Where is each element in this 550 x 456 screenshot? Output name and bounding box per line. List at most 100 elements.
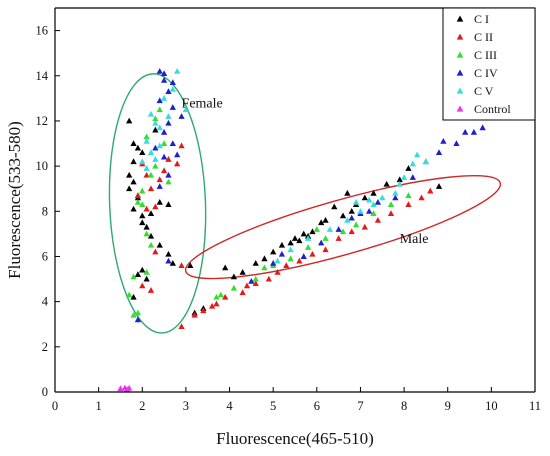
data-point [287, 239, 294, 246]
data-point [160, 128, 168, 135]
data-point [374, 217, 382, 223]
legend-label: C III [474, 48, 497, 62]
data-point [383, 180, 390, 187]
data-point [348, 228, 355, 235]
data-point [405, 165, 412, 171]
data-point [414, 151, 421, 158]
data-point [322, 217, 329, 223]
data-point [440, 137, 447, 144]
ellipses-layer [108, 73, 502, 334]
data-point [453, 140, 460, 147]
data-point [147, 149, 155, 156]
data-point [274, 268, 281, 275]
data-point [126, 185, 133, 192]
data-point [239, 268, 246, 275]
legend-marker [456, 87, 464, 94]
data-point [117, 385, 124, 392]
data-point [322, 235, 329, 241]
data-point [130, 293, 137, 300]
data-point [252, 259, 259, 266]
y-tick-label: 6 [42, 249, 48, 263]
data-point [160, 167, 168, 174]
legend-box [442, 7, 536, 121]
data-point [339, 228, 347, 235]
data-point [147, 210, 155, 217]
data-point [134, 192, 142, 198]
data-point [409, 174, 416, 180]
data-point [309, 250, 316, 257]
ellipse-label-male: Male [400, 232, 429, 247]
group-ellipse-male [184, 174, 502, 280]
data-point [287, 255, 294, 262]
data-point [156, 106, 163, 113]
data-point [182, 106, 190, 113]
data-point [143, 133, 150, 140]
data-point [134, 309, 142, 316]
data-point [387, 201, 395, 207]
y-tick-label: 8 [42, 204, 48, 218]
data-point [331, 203, 338, 210]
data-point [479, 124, 486, 131]
data-point [156, 176, 163, 183]
data-point [156, 198, 163, 205]
data-point [147, 232, 155, 239]
data-point [270, 248, 277, 255]
data-point [143, 275, 150, 282]
data-point [130, 311, 137, 318]
data-point [213, 293, 220, 300]
data-point [392, 189, 399, 196]
data-point [409, 160, 416, 167]
data-point [287, 246, 294, 253]
data-point [139, 219, 146, 226]
data-point [147, 185, 155, 192]
y-tick-label: 0 [42, 385, 48, 399]
legend-marker [456, 51, 464, 58]
data-point [291, 235, 299, 241]
data-point [152, 248, 159, 255]
data-point [261, 264, 268, 271]
data-point [392, 194, 399, 201]
data-point [152, 119, 159, 126]
data-point [187, 262, 194, 268]
y-tick-label: 16 [36, 24, 49, 38]
data-point [139, 149, 146, 156]
data-point [370, 189, 377, 196]
data-point [152, 115, 159, 122]
data-point [139, 201, 146, 207]
data-point [357, 207, 364, 214]
data-point [335, 226, 342, 232]
legend-marker [456, 33, 464, 40]
data-point [470, 128, 478, 135]
data-point [344, 189, 351, 196]
data-point [130, 178, 137, 185]
data-point [134, 198, 142, 205]
data-point [152, 156, 159, 162]
data-point [361, 223, 368, 230]
data-point [134, 271, 142, 278]
data-point [134, 144, 142, 151]
x-tick-label: 3 [183, 399, 189, 413]
points-layer [117, 67, 486, 392]
data-point [143, 171, 150, 178]
legend-label: C I [474, 12, 489, 26]
data-point [178, 262, 185, 268]
data-point [178, 142, 185, 149]
data-point [230, 284, 238, 291]
y-axis-title: Fluorescence(533-580) [5, 121, 24, 279]
x-tick-label: 4 [226, 399, 233, 413]
y-tick-label: 14 [36, 69, 49, 83]
data-point [139, 158, 146, 165]
data-point [139, 187, 146, 194]
data-point [265, 275, 272, 282]
data-point [283, 262, 290, 268]
data-point [278, 241, 286, 248]
data-point [126, 117, 133, 124]
data-point [296, 237, 303, 244]
data-point [339, 212, 347, 219]
data-point [130, 140, 137, 147]
data-point [174, 160, 181, 167]
x-tick-label: 1 [96, 399, 102, 413]
data-point [352, 198, 360, 205]
